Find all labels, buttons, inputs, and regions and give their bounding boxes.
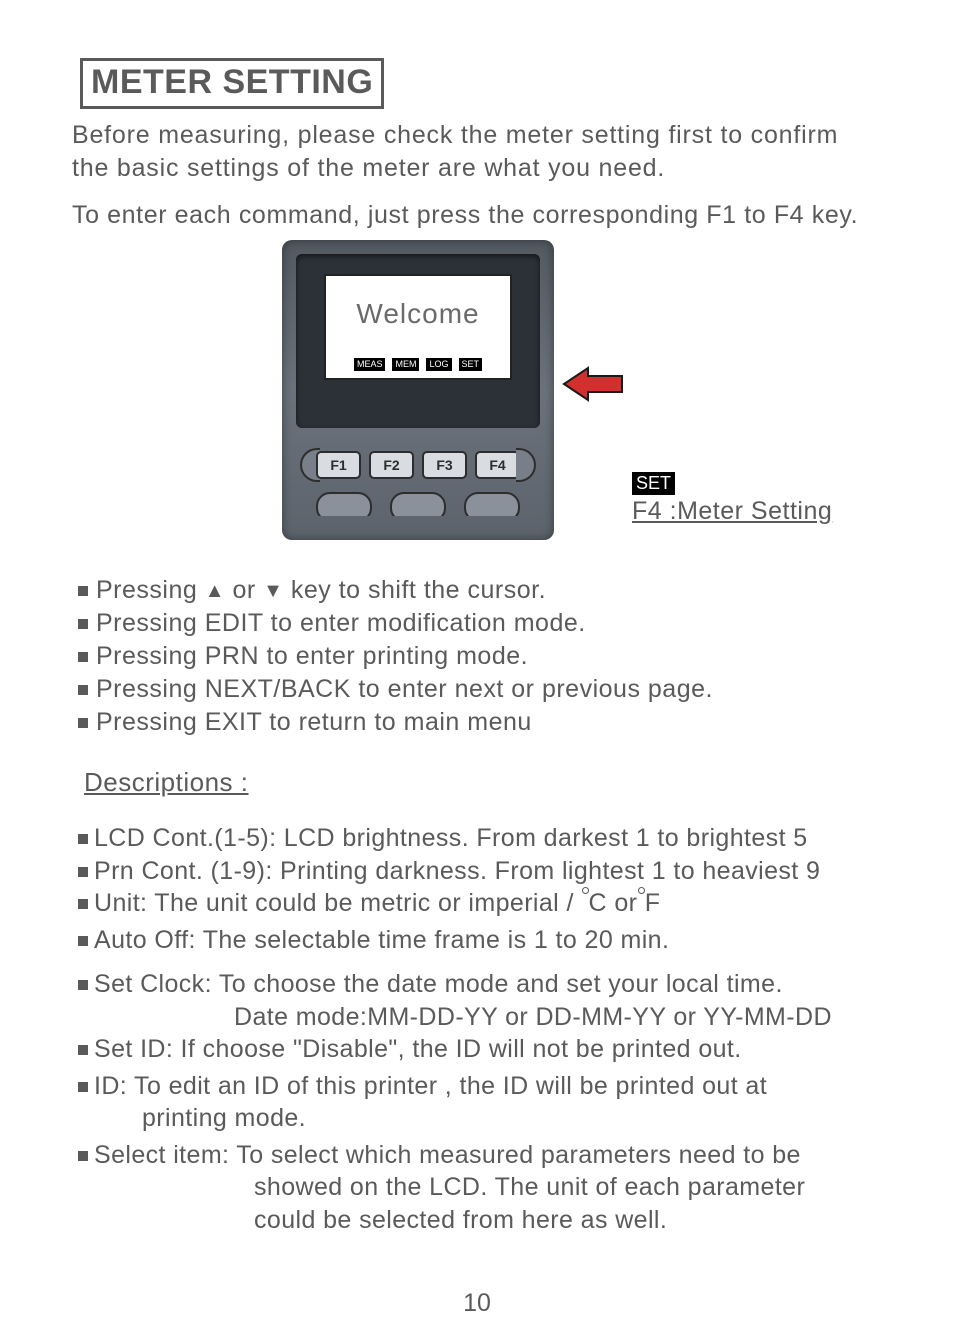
device-screen-bezel: Welcome MEAS MEM LOG SET (296, 254, 540, 428)
bullet-icon (78, 867, 88, 877)
desc-id-1: ID: To edit an ID of this printer , the … (94, 1070, 882, 1103)
section-title: METER SETTING (91, 63, 373, 101)
bullet-icon (78, 899, 88, 909)
function-keys-row: F1 F2 F3 F4 (296, 448, 540, 482)
f2-key: F2 (369, 451, 414, 479)
press-item: Pressing NEXT/BACK to enter next or prev… (96, 673, 713, 706)
oval-key-1 (316, 492, 372, 516)
side-label-block: SET F4 :Meter Setting (632, 472, 832, 526)
desc-auto: Auto Off: The selectable time frame is 1… (94, 924, 882, 957)
menu-meas: MEAS (354, 358, 386, 371)
intro-paragraph-1: Before measuring, please check the meter… (72, 119, 882, 185)
press-item: Pressing EDIT to enter modification mode… (96, 607, 586, 640)
press-instructions-list: Pressing ▲ or ▼ key to shift the cursor.… (78, 574, 882, 739)
section-title-box: METER SETTING (80, 58, 384, 109)
descriptions-heading: Descriptions : (84, 767, 882, 798)
pointer-arrow-icon (562, 364, 624, 409)
lower-keys-row (296, 492, 540, 516)
bullet-icon (78, 980, 88, 990)
screen-menu-row: MEAS MEM LOG SET (326, 358, 510, 371)
desc-lcd: LCD Cont.(1-5): LCD brightness. From dar… (94, 822, 882, 855)
bullet-icon (78, 685, 88, 695)
intro-paragraph-2: To enter each command, just press the co… (72, 199, 882, 232)
bullet-icon (78, 936, 88, 946)
f4-key: F4 (475, 451, 520, 479)
menu-mem: MEM (392, 358, 419, 371)
welcome-text: Welcome (326, 298, 510, 330)
bullet-icon (78, 652, 88, 662)
bullet-icon (78, 586, 88, 596)
desc-id-2: printing mode. (94, 1102, 882, 1135)
oval-key-3 (464, 492, 520, 516)
desc-select-3: could be selected from here as well. (94, 1204, 882, 1237)
desc-select-2: showed on the LCD. The unit of each para… (94, 1171, 882, 1204)
bullet-icon (78, 619, 88, 629)
press-item: Pressing EXIT to return to main menu (96, 706, 532, 739)
desc-prn: Prn Cont. (1-9): Printing darkness. From… (94, 855, 882, 888)
desc-clock-2: Date mode:MM-DD-YY or DD-MM-YY or YY-MM-… (94, 1001, 882, 1034)
meter-device: Welcome MEAS MEM LOG SET F1 F2 F3 F4 (282, 240, 554, 540)
f1-key: F1 (316, 451, 361, 479)
oval-key-2 (390, 492, 446, 516)
page-number: 10 (0, 1289, 954, 1318)
press-item: Pressing ▲ or ▼ key to shift the cursor. (96, 574, 546, 607)
set-chip: SET (632, 472, 675, 495)
press-item: Pressing PRN to enter printing mode. (96, 640, 528, 673)
desc-clock-1: Set Clock: To choose the date mode and s… (94, 968, 882, 1001)
f4-meter-setting-label: F4 :Meter Setting (632, 497, 832, 526)
desc-select-1: Select item: To select which measured pa… (94, 1139, 882, 1172)
desc-setid: Set ID: If choose "Disable", the ID will… (94, 1033, 882, 1066)
menu-log: LOG (426, 358, 451, 371)
descriptions-list: LCD Cont.(1-5): LCD brightness. From dar… (72, 822, 882, 1236)
bullet-icon (78, 1045, 88, 1055)
f3-key: F3 (422, 451, 467, 479)
device-screen: Welcome MEAS MEM LOG SET (324, 274, 512, 380)
desc-unit: Unit: The unit could be metric or imperi… (94, 887, 882, 920)
bullet-icon (78, 1082, 88, 1092)
bullet-icon (78, 1151, 88, 1161)
arrow-shape (564, 368, 622, 400)
device-illustration-area: Welcome MEAS MEM LOG SET F1 F2 F3 F4 (72, 240, 882, 560)
bullet-icon (78, 718, 88, 728)
bullet-icon (78, 834, 88, 844)
menu-set: SET (459, 358, 483, 371)
